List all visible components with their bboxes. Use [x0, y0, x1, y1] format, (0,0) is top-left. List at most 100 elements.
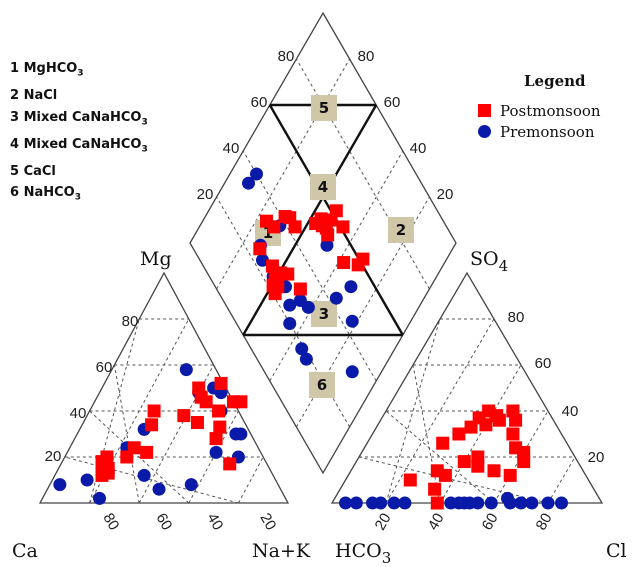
- cation-grid-line: [89, 410, 190, 504]
- tick-label-ca: 40: [203, 510, 226, 533]
- tick-label-mg: 80: [122, 313, 139, 330]
- point-premonsoon-diamond: [329, 291, 343, 305]
- point-postmonsoon-diamond: [319, 221, 333, 235]
- point-postmonsoon-anion: [403, 473, 417, 487]
- zone-label-text: 5: [319, 99, 329, 117]
- point-postmonsoon-cation: [127, 441, 141, 455]
- point-premonsoon-cation: [80, 473, 94, 487]
- point-postmonsoon-anion: [430, 464, 444, 478]
- point-postmonsoon-cation: [190, 416, 204, 429]
- zone-label-text: 2: [396, 221, 406, 239]
- point-premonsoon-anion: [514, 496, 528, 510]
- point-premonsoon-anion: [374, 496, 388, 510]
- point-postmonsoon-diamond: [271, 280, 285, 294]
- water-type-item: 4 Mixed CaNaHCO3: [10, 134, 148, 161]
- axis-label-hco3-sub: 3: [382, 549, 392, 567]
- axis-label-so4-main: SO: [470, 248, 499, 270]
- axis-label-cl: Cl: [606, 540, 627, 562]
- point-postmonsoon-diamond: [288, 220, 302, 234]
- tick-label-cl: 60: [479, 510, 502, 533]
- point-premonsoon-anion: [387, 496, 401, 510]
- diamond-field: [189, 11, 457, 475]
- cation-grid-line: [113, 364, 140, 504]
- cation-triangle: [38, 271, 290, 504]
- point-premonsoon-anion: [349, 496, 363, 510]
- point-postmonsoon-cation: [147, 404, 161, 418]
- point-premonsoon-diamond: [299, 352, 313, 366]
- point-postmonsoon-anion: [471, 459, 485, 473]
- point-premonsoon-diamond: [283, 317, 297, 330]
- diamond-grid-line: [269, 150, 404, 382]
- point-premonsoon-cation: [93, 491, 107, 505]
- legend-square-marker: [478, 104, 491, 117]
- water-type-name: Mixed CaNaHCO: [23, 109, 142, 125]
- point-postmonsoon-cation: [140, 445, 154, 459]
- point-premonsoon-cation: [137, 468, 151, 482]
- tick-label-diamond-left: 40: [223, 140, 240, 157]
- point-premonsoon-diamond: [320, 238, 334, 252]
- point-premonsoon-cation: [209, 445, 223, 459]
- water-type-subscript: 3: [77, 68, 84, 79]
- water-type-number: 4: [10, 136, 24, 152]
- zone-label-4: 4: [310, 174, 336, 200]
- axis-label-hco3: HCO3: [335, 540, 391, 567]
- point-postmonsoon-cation: [177, 409, 191, 423]
- zone-label-3: 3: [311, 301, 337, 327]
- legend-item-postmonsoon: Postmonsoon: [478, 100, 601, 121]
- tick-label-diamond-right: 80: [358, 48, 375, 65]
- legend-item-premonsoon: Premonsoon: [478, 121, 601, 142]
- zone-label-5: 5: [311, 95, 337, 121]
- anion-grid: [358, 318, 576, 504]
- tick-label-cl: 40: [425, 510, 448, 533]
- tick-label-ca: 20: [256, 510, 279, 533]
- point-postmonsoon-anion: [430, 496, 444, 510]
- water-type-subscript: 3: [74, 192, 81, 203]
- axis-labels: Ca Na+K Mg HCO3 Cl SO4: [12, 248, 627, 567]
- point-premonsoon-anion: [525, 496, 539, 510]
- point-postmonsoon-diamond: [281, 267, 295, 281]
- point-premonsoon-diamond: [242, 176, 256, 190]
- point-premonsoon-cation: [229, 427, 243, 441]
- water-type-name: MgHCO: [23, 61, 78, 76]
- tick-label-ca: 80: [99, 510, 122, 533]
- tick-label-diamond-left: 20: [197, 186, 214, 203]
- point-postmonsoon-anion: [428, 482, 442, 496]
- water-type-name: NaHCO: [23, 185, 75, 201]
- point-postmonsoon-anion: [479, 418, 493, 432]
- zone-label-text: 6: [317, 376, 327, 394]
- zone-label-box: [388, 217, 414, 243]
- tick-label-so4: 80: [508, 309, 525, 326]
- point-premonsoon-diamond: [283, 298, 297, 312]
- tick-label-diamond-left: 80: [278, 48, 295, 65]
- water-type-item: 1 MgHCO3: [10, 58, 148, 85]
- point-postmonsoon-cation: [209, 432, 223, 446]
- point-premonsoon-diamond: [250, 167, 263, 181]
- point-premonsoon-cation: [184, 478, 198, 492]
- cation-grid: [64, 318, 264, 504]
- point-premonsoon-anion: [484, 496, 498, 510]
- zone-label-box: [310, 174, 336, 200]
- point-postmonsoon-cation: [214, 376, 228, 390]
- zone-label-6: 6: [309, 372, 335, 398]
- axis-label-hco3-main: HCO: [335, 540, 382, 562]
- zone-labels: 123456: [255, 95, 414, 398]
- water-type-name: NaCl: [23, 88, 58, 104]
- water-type-item: 5 CaCl: [10, 161, 148, 183]
- point-postmonsoon-cation: [234, 395, 248, 409]
- point-premonsoon-anion: [503, 496, 517, 510]
- point-premonsoon-cation: [152, 482, 166, 496]
- tick-label-so4: 60: [535, 355, 552, 372]
- water-type-number: 6: [10, 185, 24, 201]
- point-premonsoon-diamond: [295, 342, 309, 356]
- diamond-grid-line: [295, 58, 430, 290]
- water-type-item: 6 NaHCO3: [10, 182, 148, 209]
- water-type-number: 5: [10, 163, 24, 179]
- tick-label-mg: 40: [70, 405, 87, 422]
- water-type-item: 2 NaCl: [10, 85, 148, 107]
- point-postmonsoon-cation: [145, 418, 159, 432]
- tick-label-diamond-left: 60: [251, 94, 268, 111]
- water-type-list: 1 MgHCO3 2 NaCl 3 Mixed CaNaHCO3 4 Mixed Ca…: [10, 58, 148, 209]
- water-type-item: 3 Mixed CaNaHCO3: [10, 107, 148, 134]
- point-postmonsoon-anion: [452, 427, 466, 441]
- point-premonsoon-diamond: [345, 314, 359, 328]
